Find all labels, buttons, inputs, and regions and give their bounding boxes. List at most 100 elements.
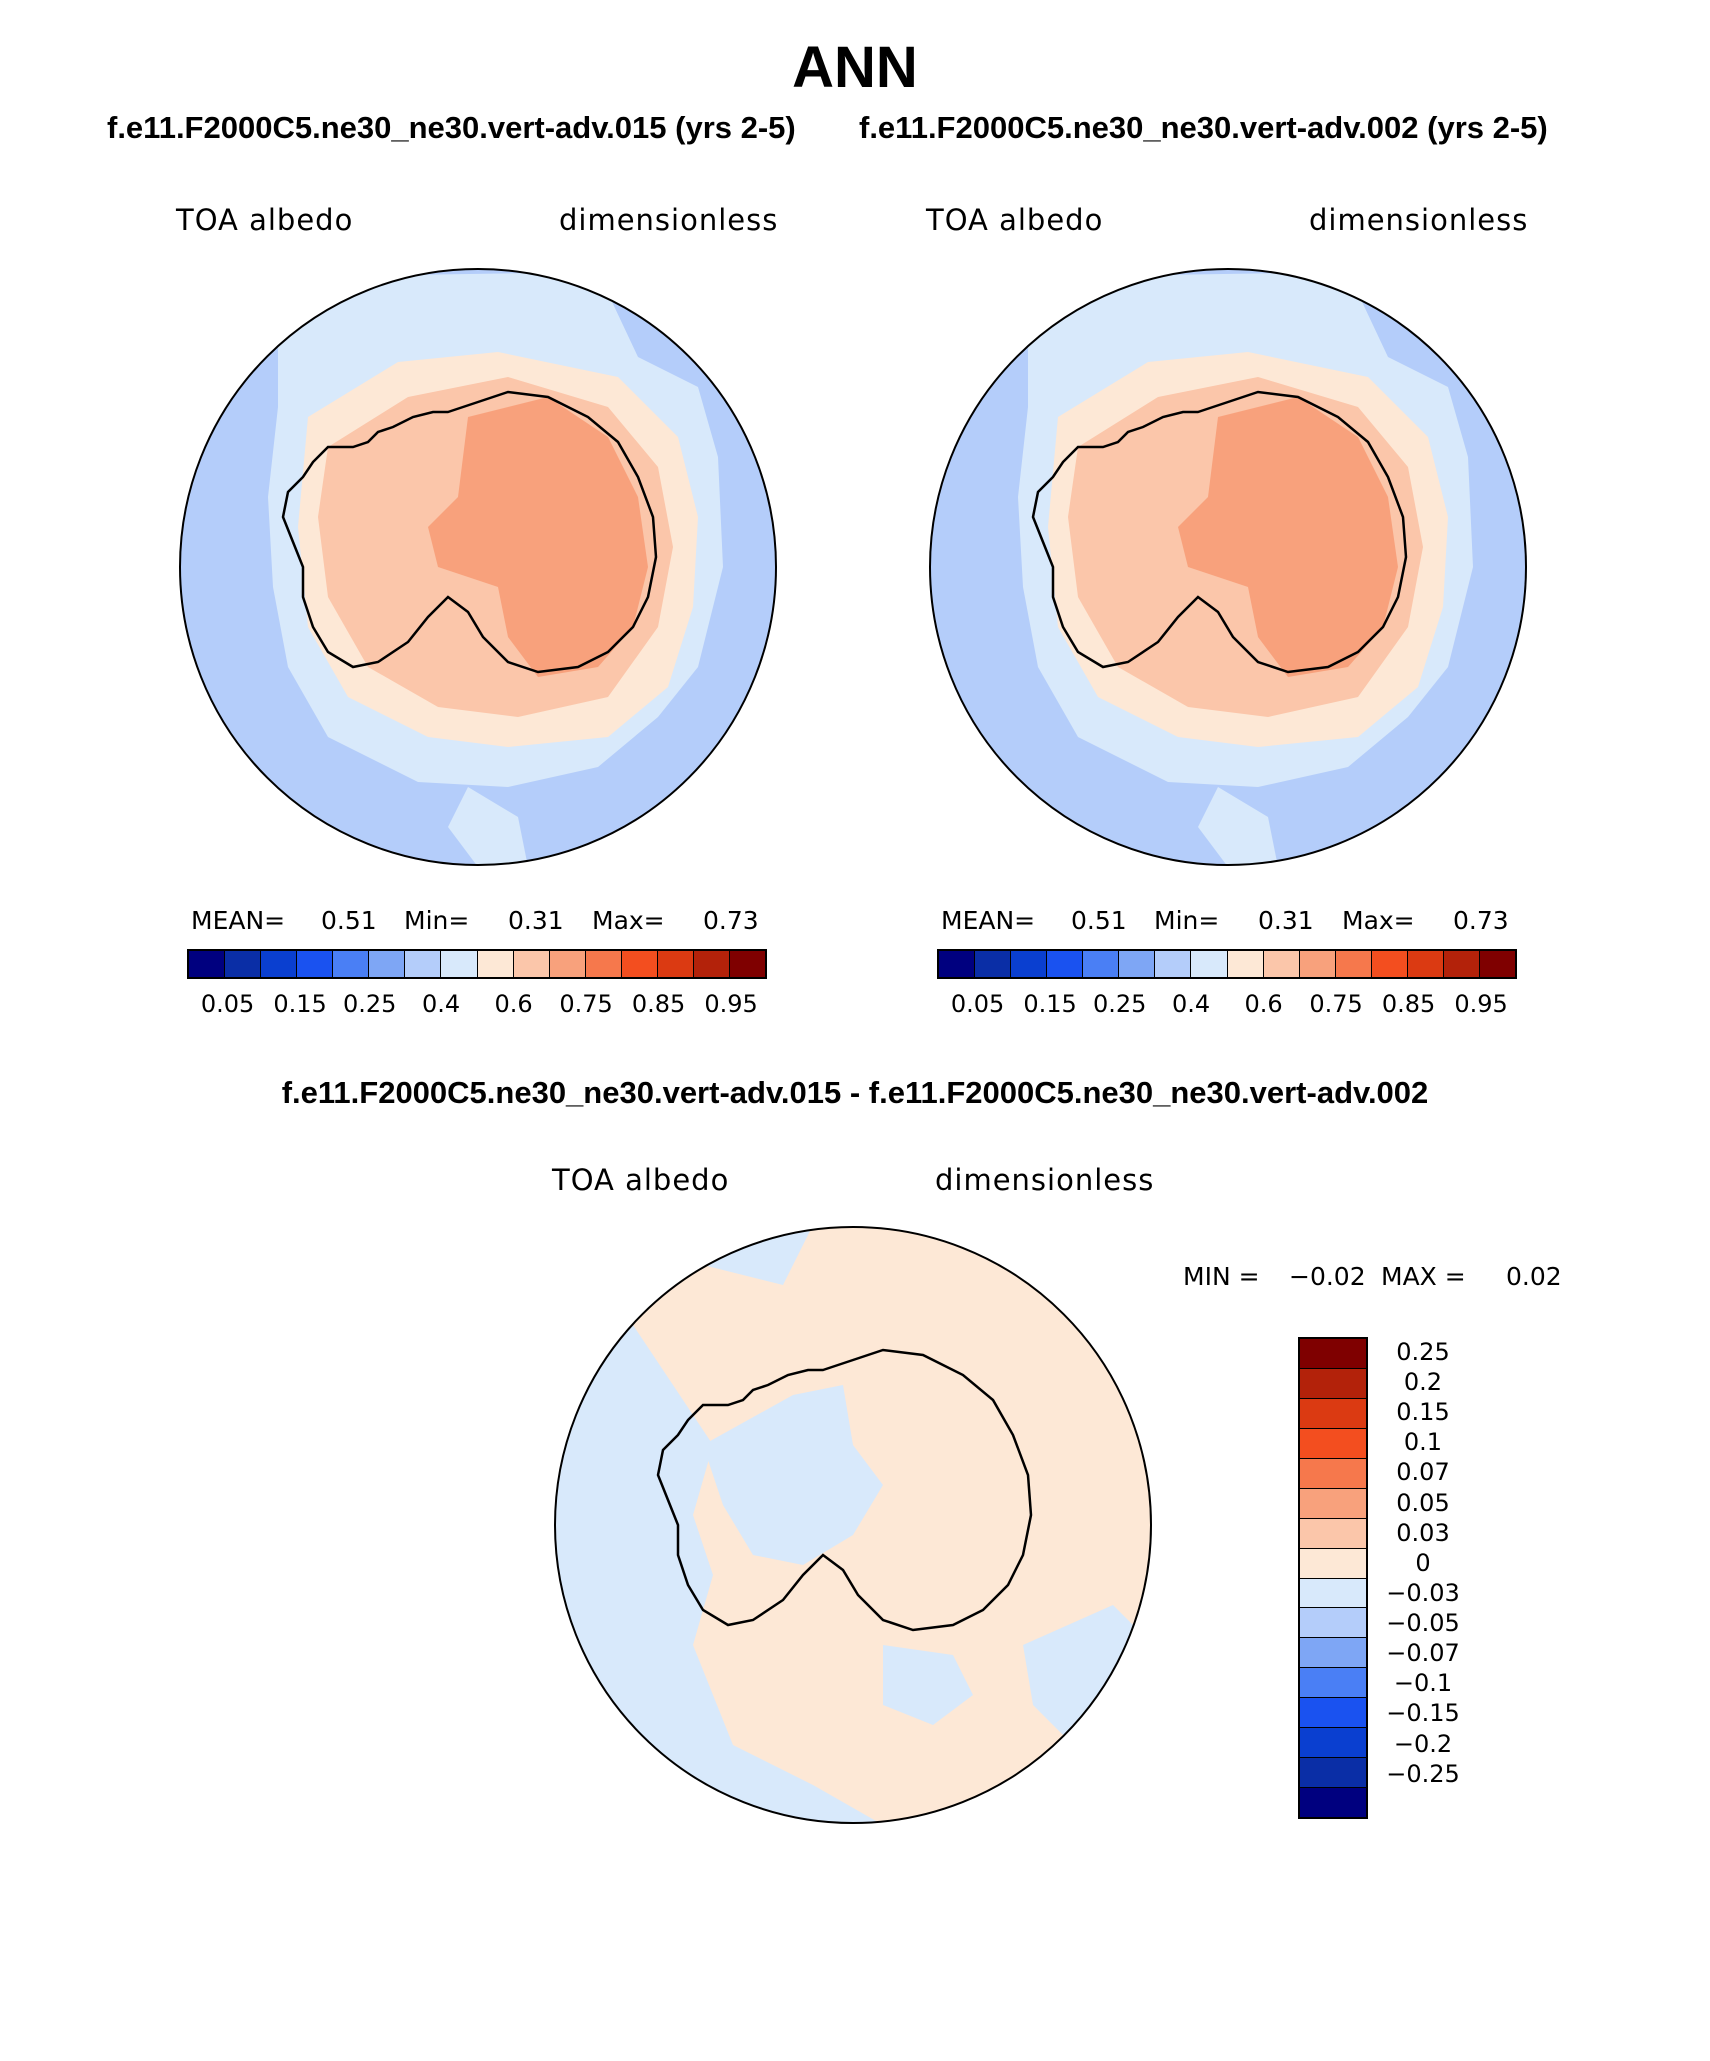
panel1-mean-value: 0.51 [321,906,377,935]
colorbar-swatch [1263,951,1300,977]
colorbar-swatch [585,951,622,977]
colorbar-swatch [333,951,370,977]
panel1-max-value: 0.73 [703,906,759,935]
colorbar-tick: 0.05 [1396,1488,1450,1517]
colorbar-swatch [975,951,1012,977]
colorbar-swatch [1155,951,1192,977]
panel2-colorbar [937,949,1517,979]
panel2-colorbar-ticks: 0.05 0.15 0.25 0.4 0.6 0.75 0.85 0.95 [937,990,1517,1020]
colorbar-tick: 0.6 [494,990,533,1018]
colorbar-swatch [225,951,262,977]
plateau-albedo [1178,397,1398,677]
colorbar-swatch [1300,1398,1366,1429]
colorbar-swatch [189,951,226,977]
sea-ice-band [1198,787,1278,865]
colorbar-swatch [1047,951,1084,977]
panel2-mean-label: MEAN= [941,906,1036,935]
colorbar-swatch [261,951,298,977]
panel1-min-value: 0.31 [508,906,564,935]
panel2-max-label: Max= [1342,906,1415,935]
colorbar-tick: −0.03 [1386,1578,1460,1607]
colorbar-tick: 0.15 [273,990,327,1018]
colorbar-swatch [549,951,586,977]
difference-colorbar [1298,1337,1368,1819]
panel1-colorbar-ticks: 0.05 0.15 0.25 0.4 0.6 0.75 0.85 0.95 [187,990,767,1020]
colorbar-tick: 0.25 [342,990,397,1018]
panel2-variable-label: TOA albedo [926,203,1104,237]
panel1-min-label: Min= [404,906,470,935]
diff-max-label: MAX = [1381,1262,1466,1291]
colorbar-swatch [621,951,658,977]
colorbar-tick: 0.4 [1171,990,1211,1018]
negative-difference [703,1385,883,1565]
coastline [281,390,658,674]
colorbar-tick: 0.95 [1454,990,1508,1018]
coastline [656,1348,1033,1632]
panel2-max-value: 0.73 [1453,906,1509,935]
colorbar-swatch [1407,951,1444,977]
colorbar-tick: 0.25 [1396,1337,1450,1366]
diff-min-value: −0.02 [1289,1262,1366,1291]
colorbar-swatch [1371,951,1408,977]
right-case-title: f.e11.F2000C5.ne30_ne30.vert-adv.002 (yr… [859,110,1548,145]
colorbar-tick: −0.1 [1393,1669,1453,1698]
panel2-mean-value: 0.51 [1071,906,1127,935]
colorbar-swatch [1300,1578,1366,1609]
panel2-units-label: dimensionless [1309,203,1529,237]
colorbar-tick: 0.07 [1396,1458,1450,1487]
panel1-variable-label: TOA albedo [176,203,354,237]
colorbar-swatch [1119,951,1156,977]
colorbar-tick: 0.15 [1023,990,1077,1018]
colorbar-tick: 0.25 [1092,990,1147,1018]
colorbar-swatch [729,951,765,977]
difference-map [554,1226,1152,1824]
diff-units-label: dimensionless [935,1163,1155,1197]
colorbar-tick: 0.6 [1244,990,1283,1018]
difference-title: f.e11.F2000C5.ne30_ne30.vert-adv.015 - f… [281,1075,1429,1110]
plateau-albedo [428,397,648,677]
panel1-units-label: dimensionless [559,203,779,237]
colorbar-swatch [1300,1608,1366,1639]
colorbar-swatch [1300,1758,1366,1789]
colorbar-tick: 0.2 [1403,1368,1443,1397]
diff-variable-label: TOA albedo [552,1163,730,1197]
colorbar-swatch [1227,951,1264,977]
colorbar-swatch [1299,951,1336,977]
colorbar-swatch [1011,951,1048,977]
panel1-max-label: Max= [592,906,665,935]
panel2-min-value: 0.31 [1258,906,1314,935]
colorbar-swatch [1479,951,1515,977]
colorbar-tick: −0.25 [1386,1759,1460,1788]
colorbar-swatch [657,951,694,977]
colorbar-swatch [1300,1728,1366,1759]
colorbar-tick: −0.2 [1393,1729,1453,1758]
colorbar-swatch [1335,951,1372,977]
colorbar-swatch [405,951,442,977]
sea-ice-band [448,787,528,865]
colorbar-tick: −0.05 [1386,1609,1460,1638]
colorbar-swatch [513,951,550,977]
colorbar-tick: 0.95 [704,990,758,1018]
left-case-title: f.e11.F2000C5.ne30_ne30.vert-adv.015 (yr… [107,110,796,145]
colorbar-tick: 0.85 [631,990,686,1018]
colorbar-swatch [1300,1638,1366,1669]
colorbar-swatch [1300,1428,1366,1459]
panel1-colorbar [187,949,767,979]
panel1-mean-label: MEAN= [191,906,286,935]
figure-title: ANN [792,35,918,100]
colorbar-tick: −0.15 [1386,1699,1460,1728]
colorbar-tick: 0.1 [1403,1428,1443,1457]
negative-difference [883,1645,973,1725]
colorbar-swatch [1300,1518,1366,1549]
colorbar-swatch [1300,1788,1366,1817]
colorbar-swatch [1300,1698,1366,1729]
colorbar-swatch [1300,1668,1366,1699]
colorbar-swatch [297,951,334,977]
difference-colorbar-ticks: 0.25 0.2 0.15 0.1 0.07 0.05 0.03 0 −0.03… [1373,1337,1473,1819]
colorbar-swatch [1300,1458,1366,1489]
panel2-min-label: Min= [1154,906,1220,935]
diff-min-label: MIN = [1183,1262,1260,1291]
colorbar-swatch [1300,1339,1366,1369]
colorbar-swatch [1191,951,1228,977]
colorbar-swatch [1300,1488,1366,1519]
